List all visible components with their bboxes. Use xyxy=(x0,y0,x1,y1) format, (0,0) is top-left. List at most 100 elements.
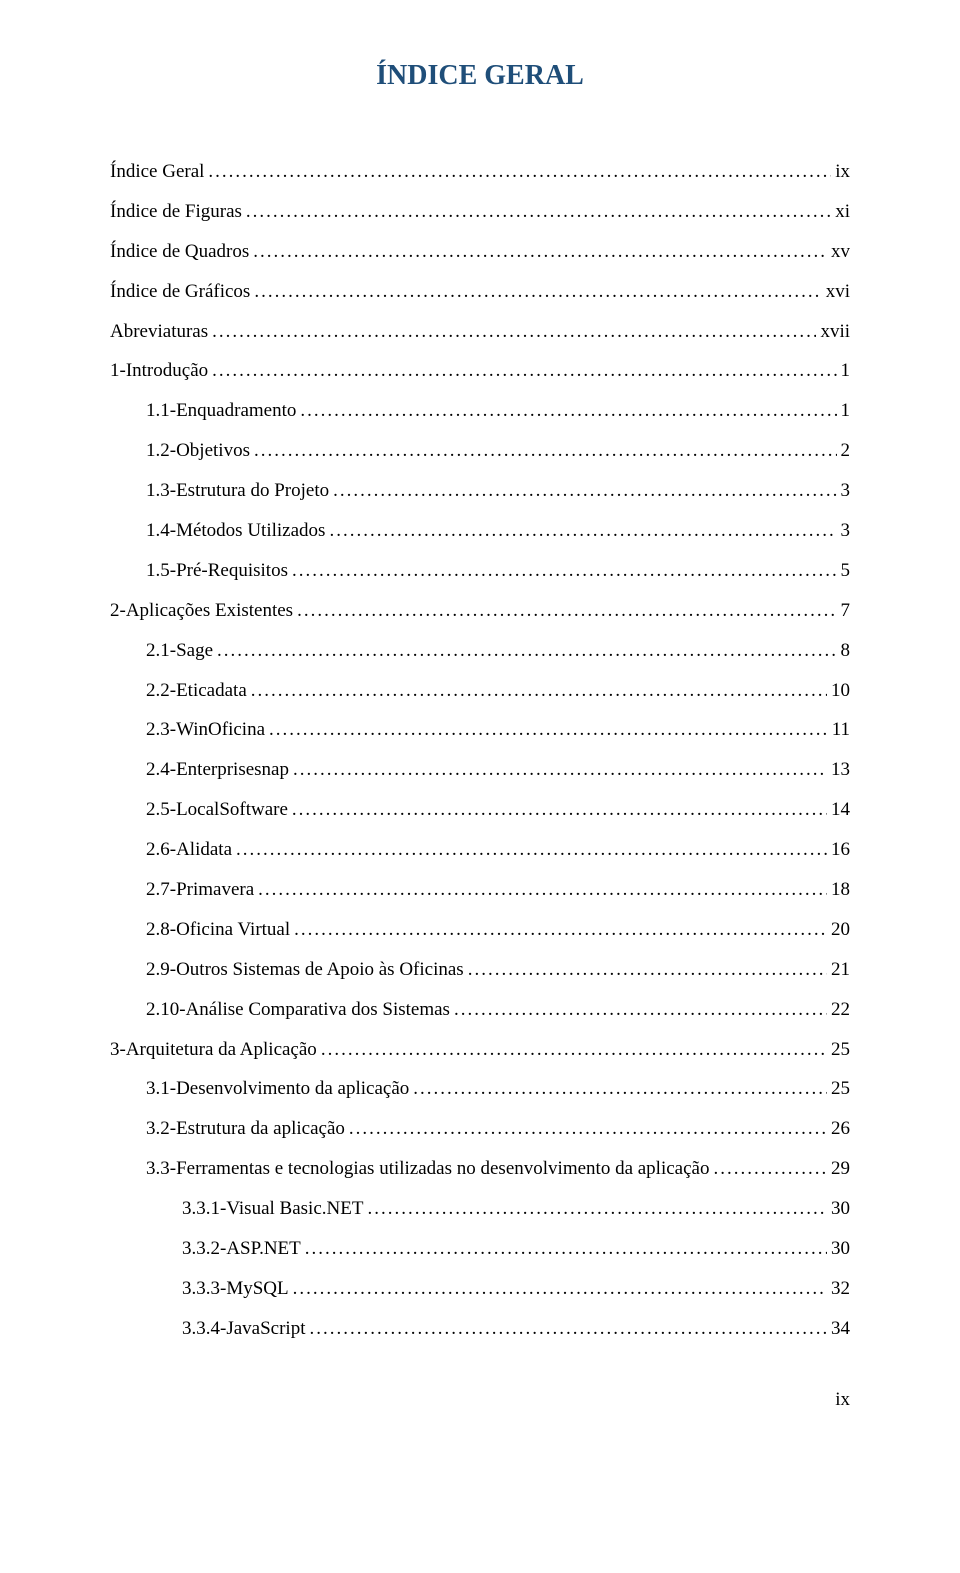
toc-leader-dots xyxy=(468,950,827,990)
toc-label: 2.10-Análise Comparativa dos Sistemas xyxy=(146,990,450,1030)
toc-page: 10 xyxy=(831,671,850,711)
toc-label: 3-Arquitetura da Aplicação xyxy=(110,1030,317,1070)
toc-entry: 2.6-Alidata 16 xyxy=(110,830,850,870)
toc-page: 30 xyxy=(831,1229,850,1269)
toc-leader-dots xyxy=(254,431,837,471)
toc-label: 1.2-Objetivos xyxy=(146,431,250,471)
toc-entry: 2.4-Enterprisesnap 13 xyxy=(110,750,850,790)
toc-page: 14 xyxy=(831,790,850,830)
toc-entry: Abreviaturas xvii xyxy=(110,312,850,352)
page-number: ix xyxy=(110,1389,850,1411)
toc-page: 34 xyxy=(831,1309,850,1349)
toc-entry: 3.3.2-ASP.NET 30 xyxy=(110,1229,850,1269)
toc-page: 13 xyxy=(831,750,850,790)
toc-page: xv xyxy=(831,232,850,272)
toc-leader-dots xyxy=(454,990,827,1030)
toc-leader-dots xyxy=(294,910,827,950)
toc-label: 3.3.1-Visual Basic.NET xyxy=(182,1189,363,1229)
toc-page: 11 xyxy=(832,710,850,750)
toc-entry: 3.1-Desenvolvimento da aplicação 25 xyxy=(110,1069,850,1109)
toc-leader-dots xyxy=(329,511,836,551)
toc-label: 3.3.2-ASP.NET xyxy=(182,1229,301,1269)
toc-page: 29 xyxy=(831,1149,850,1189)
toc-leader-dots xyxy=(258,870,827,910)
toc-leader-dots xyxy=(212,351,836,391)
toc-leader-dots xyxy=(236,830,827,870)
toc-label: 3.3.3-MySQL xyxy=(182,1269,289,1309)
toc-label: 3.3-Ferramentas e tecnologias utilizadas… xyxy=(146,1149,709,1189)
toc-leader-dots xyxy=(208,152,831,192)
toc-label: 2.3-WinOficina xyxy=(146,710,265,750)
toc-entry: 1.3-Estrutura do Projeto 3 xyxy=(110,471,850,511)
toc-page: 20 xyxy=(831,910,850,950)
toc-leader-dots xyxy=(305,1229,827,1269)
toc-label: 1.5-Pré-Requisitos xyxy=(146,551,288,591)
toc-leader-dots xyxy=(292,790,827,830)
toc-leader-dots xyxy=(321,1030,827,1070)
toc-entry: 2.2-Eticadata 10 xyxy=(110,671,850,711)
toc-page: 3 xyxy=(841,471,851,511)
toc-page: 25 xyxy=(831,1030,850,1070)
toc-page: 8 xyxy=(841,631,851,671)
toc-label: 3.2-Estrutura da aplicação xyxy=(146,1109,345,1149)
toc-leader-dots xyxy=(292,551,837,591)
toc-entry: 2.10-Análise Comparativa dos Sistemas 22 xyxy=(110,990,850,1030)
toc-leader-dots xyxy=(349,1109,827,1149)
toc-page: 5 xyxy=(841,551,851,591)
toc-page: 26 xyxy=(831,1109,850,1149)
toc-page: 1 xyxy=(841,351,851,391)
toc-entry: 3.3.1-Visual Basic.NET 30 xyxy=(110,1189,850,1229)
toc-label: 2.7-Primavera xyxy=(146,870,254,910)
toc-entry: Índice de Figuras xi xyxy=(110,192,850,232)
toc-page: 2 xyxy=(841,431,851,471)
toc-label: 2.6-Alidata xyxy=(146,830,232,870)
toc-label: 1-Introdução xyxy=(110,351,208,391)
toc-label: Abreviaturas xyxy=(110,312,208,352)
toc-label: 1.4-Métodos Utilizados xyxy=(146,511,325,551)
toc-entry: 2.7-Primavera 18 xyxy=(110,870,850,910)
toc-label: Índice de Figuras xyxy=(110,192,242,232)
toc-page: 32 xyxy=(831,1269,850,1309)
toc-entry: 1.4-Métodos Utilizados 3 xyxy=(110,511,850,551)
toc-entry: 2.9-Outros Sistemas de Apoio às Oficinas… xyxy=(110,950,850,990)
toc-page: 21 xyxy=(831,950,850,990)
toc-leader-dots xyxy=(212,312,816,352)
toc-leader-dots xyxy=(713,1149,827,1189)
toc-page: 25 xyxy=(831,1069,850,1109)
toc-entry: Índice Geral ix xyxy=(110,152,850,192)
toc-label: 2.1-Sage xyxy=(146,631,213,671)
toc-entry: 3-Arquitetura da Aplicação 25 xyxy=(110,1030,850,1070)
toc-label: Índice de Quadros xyxy=(110,232,249,272)
toc-page: 3 xyxy=(841,511,851,551)
toc-entry: 1.5-Pré-Requisitos 5 xyxy=(110,551,850,591)
page-title: ÍNDICE GERAL xyxy=(110,60,850,92)
toc-page: 22 xyxy=(831,990,850,1030)
toc-label: 2.4-Enterprisesnap xyxy=(146,750,289,790)
toc-leader-dots xyxy=(293,750,827,790)
toc-entry: Índice de Quadros xv xyxy=(110,232,850,272)
toc-leader-dots xyxy=(367,1189,827,1229)
toc-page: xi xyxy=(835,192,850,232)
toc-entry: 2-Aplicações Existentes 7 xyxy=(110,591,850,631)
toc-page: xvii xyxy=(820,312,850,352)
toc-page: 7 xyxy=(841,591,851,631)
toc-leader-dots xyxy=(254,272,821,312)
toc-label: 1.3-Estrutura do Projeto xyxy=(146,471,329,511)
table-of-contents: Índice Geral ixÍndice de Figuras xiÍndic… xyxy=(110,152,850,1349)
toc-page: 16 xyxy=(831,830,850,870)
toc-label: 2.5-LocalSoftware xyxy=(146,790,288,830)
toc-label: 3.3.4-JavaScript xyxy=(182,1309,305,1349)
toc-entry: Índice de Gráficos xvi xyxy=(110,272,850,312)
toc-leader-dots xyxy=(297,591,836,631)
toc-page: 18 xyxy=(831,870,850,910)
toc-page: 1 xyxy=(841,391,851,431)
toc-entry: 1.2-Objetivos 2 xyxy=(110,431,850,471)
toc-label: 2.8-Oficina Virtual xyxy=(146,910,290,950)
toc-entry: 3.3.4-JavaScript 34 xyxy=(110,1309,850,1349)
toc-leader-dots xyxy=(333,471,836,511)
toc-leader-dots xyxy=(300,391,836,431)
toc-label: Índice Geral xyxy=(110,152,204,192)
toc-entry: 2.8-Oficina Virtual 20 xyxy=(110,910,850,950)
toc-leader-dots xyxy=(246,192,831,232)
toc-page: ix xyxy=(835,152,850,192)
